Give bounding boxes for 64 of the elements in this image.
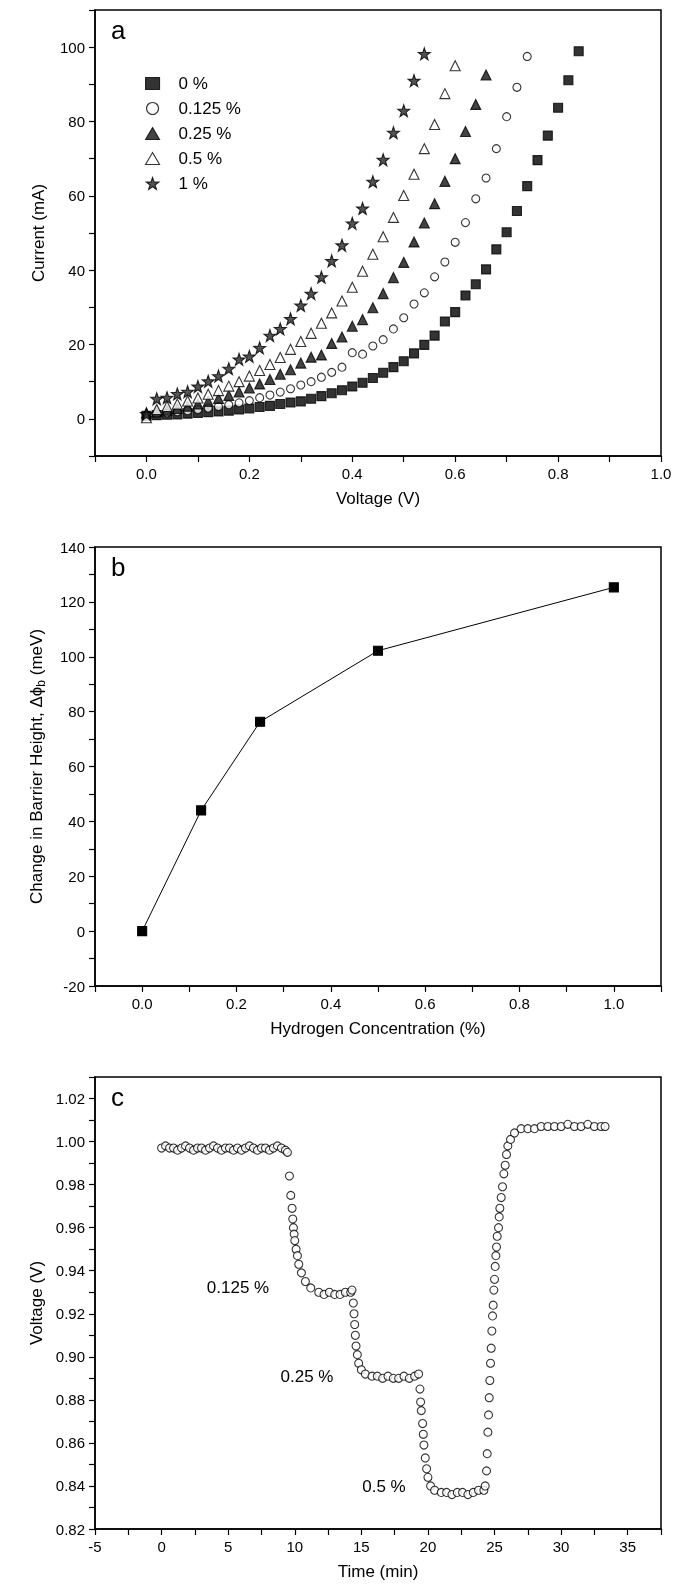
y-tick-label: 140 bbox=[59, 538, 85, 556]
x-tick-label: 0.8 bbox=[509, 995, 530, 1012]
x-tick-label: 0.4 bbox=[341, 465, 363, 482]
x-tick-label: 0.4 bbox=[320, 995, 342, 1012]
x-tick-label: 1.0 bbox=[603, 995, 625, 1012]
x-tick-label: 10 bbox=[286, 1538, 304, 1555]
y-tick-label: 0 bbox=[76, 410, 85, 428]
x-tick-label: 0 bbox=[157, 1538, 166, 1555]
y-tick-label: -20 bbox=[63, 977, 85, 995]
y-tick-label: 60 bbox=[68, 758, 85, 775]
legend-label: 0.125 % bbox=[178, 99, 241, 118]
y-tick-label: 80 bbox=[68, 113, 85, 130]
legend-label: 1 % bbox=[178, 174, 208, 193]
legend-label: 0 % bbox=[178, 74, 208, 93]
y-tick-label: 0.88 bbox=[55, 1391, 85, 1409]
x-tick-label: 1.0 bbox=[650, 465, 672, 482]
legend-label: 0.5 % bbox=[178, 149, 223, 168]
chart-title: b bbox=[111, 552, 126, 582]
annotation: 0.125 % bbox=[206, 1277, 270, 1297]
y-tick-label: 100 bbox=[59, 648, 85, 666]
x-tick-label: 0.2 bbox=[226, 995, 247, 1012]
chart-title: a bbox=[111, 15, 126, 45]
y-tick-label: 0.86 bbox=[55, 1434, 85, 1452]
x-tick-label: 0.6 bbox=[414, 995, 436, 1012]
y-tick-label: 0.84 bbox=[55, 1477, 85, 1495]
legend-label: 0.25 % bbox=[178, 124, 232, 143]
y-tick-label: 1.00 bbox=[55, 1133, 85, 1151]
y-tick-label: 60 bbox=[68, 187, 85, 205]
x-axis-title: Hydrogen Concentration (%) bbox=[270, 1019, 486, 1038]
y-tick-label: 40 bbox=[68, 261, 85, 279]
x-axis-title: Time (min) bbox=[337, 1562, 419, 1581]
x-tick-label: 0.8 bbox=[547, 465, 569, 482]
x-tick-label: 30 bbox=[552, 1538, 570, 1555]
y-tick-label: 0.98 bbox=[55, 1176, 85, 1194]
y-axis-title: Current (mA) bbox=[29, 183, 48, 283]
y-tick-label: 20 bbox=[68, 336, 85, 353]
x-tick-label: 0.6 bbox=[444, 465, 466, 482]
y-tick-label: 40 bbox=[68, 812, 85, 830]
y-axis-title: Change in Barrier Height, Δϕb (meV) bbox=[27, 628, 48, 905]
x-tick-label: 25 bbox=[486, 1538, 503, 1555]
x-tick-label: 0.0 bbox=[136, 465, 157, 482]
x-tick-label: 5 bbox=[224, 1538, 233, 1555]
y-tick-label: 0.96 bbox=[55, 1219, 85, 1237]
x-axis-title: Voltage (V) bbox=[335, 489, 421, 508]
annotation: 0.25 % bbox=[280, 1366, 334, 1386]
x-tick-label: -5 bbox=[88, 1538, 102, 1555]
y-tick-label: 0.92 bbox=[55, 1305, 85, 1323]
y-tick-label: 0.94 bbox=[55, 1262, 85, 1280]
y-tick-label: 0 bbox=[76, 922, 85, 940]
y-tick-label: 1.02 bbox=[55, 1090, 85, 1108]
y-tick-label: 120 bbox=[59, 593, 85, 611]
y-tick-label: 0.90 bbox=[55, 1348, 85, 1366]
y-tick-label: 0.82 bbox=[55, 1520, 85, 1538]
chart-title: c bbox=[111, 1082, 124, 1112]
x-tick-label: 15 bbox=[353, 1538, 370, 1555]
x-tick-label: 0.0 bbox=[131, 995, 153, 1012]
x-tick-label: 35 bbox=[619, 1538, 637, 1555]
y-tick-label: 100 bbox=[59, 38, 85, 56]
annotation: 0.5 % bbox=[362, 1476, 406, 1496]
y-axis-title: Voltage (V) bbox=[26, 1260, 46, 1346]
y-tick-label: 20 bbox=[68, 867, 85, 885]
y-tick-label: 80 bbox=[68, 703, 85, 721]
x-tick-label: 0.2 bbox=[238, 465, 260, 482]
x-tick-label: 20 bbox=[419, 1538, 437, 1555]
